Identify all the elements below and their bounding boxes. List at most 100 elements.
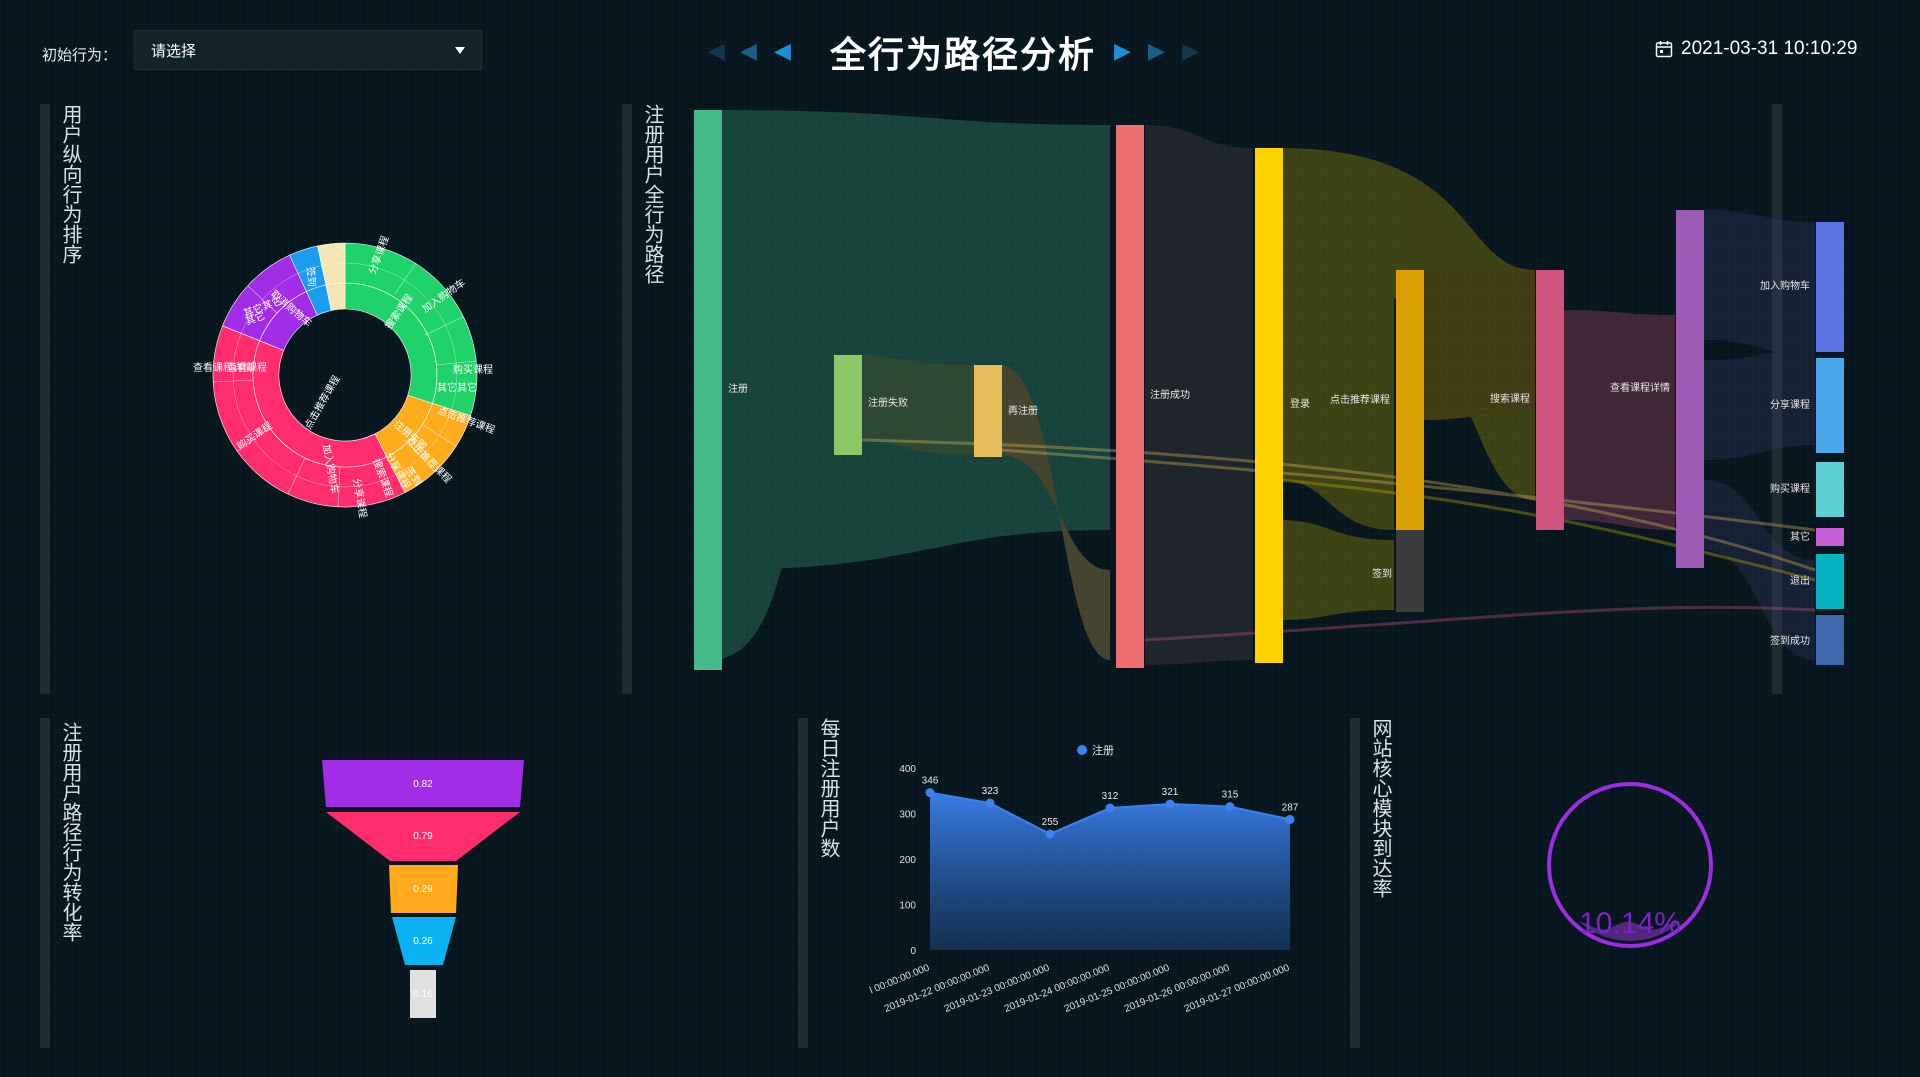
right-arrow-icon-2: ▶ xyxy=(1148,38,1165,63)
sunburst-label: 查看课程 xyxy=(227,361,267,374)
gauge-value: 10.14% xyxy=(1579,907,1681,940)
sankey-link xyxy=(1000,365,1110,660)
funnel-stage-3 xyxy=(389,865,458,913)
sankey-node-login xyxy=(1255,148,1283,663)
initial-behavior-select[interactable]: 请选择 xyxy=(134,30,482,70)
y-tick-label: 400 xyxy=(899,764,916,775)
sankey-label: 签到成功 xyxy=(1770,634,1810,647)
sankey-label: 其它 xyxy=(1790,530,1810,543)
sankey-node-click-recommend xyxy=(1396,270,1424,530)
sankey-label: 签到 xyxy=(1372,567,1392,580)
filter-label: 初始行为： xyxy=(42,47,118,64)
sankey-node-add-cart xyxy=(1816,222,1844,352)
gauge-ring xyxy=(1547,782,1713,948)
x-tick-label: 2019-01-27 00:00:00.000 xyxy=(1183,962,1292,1014)
sunburst-label: 点击推荐课程 xyxy=(301,373,342,431)
sankey-node-share xyxy=(1816,358,1844,453)
data-point[interactable] xyxy=(1165,799,1175,809)
data-label: 312 xyxy=(1102,791,1119,802)
x-tick-label: 2019-01-24 00:00:00.000 xyxy=(1003,962,1112,1014)
sankey-node-re-register xyxy=(974,365,1002,457)
sankey-link xyxy=(710,355,834,660)
y-tick-label: 100 xyxy=(899,901,916,912)
data-label: 315 xyxy=(1222,790,1239,801)
sankey-label: 注册 xyxy=(728,382,748,395)
funnel-stage-2 xyxy=(326,812,520,861)
left-arrow-icon-1: ◀ xyxy=(708,38,725,63)
sankey-node-checkin-success xyxy=(1816,615,1844,665)
data-point[interactable] xyxy=(985,798,995,808)
funnel-value: 0.79 xyxy=(413,831,433,842)
sankey-label: 退出 xyxy=(1790,574,1810,587)
sankey-link-thin xyxy=(1279,478,1816,582)
left-arrow-icon-2: ◀ xyxy=(740,38,757,63)
x-tick-label: 2019-01-26 00:00:00.000 xyxy=(1123,962,1232,1014)
select-value: 请选择 xyxy=(151,42,197,60)
chevron-down-icon xyxy=(455,46,465,54)
panel-bar-funnel xyxy=(40,718,50,1048)
x-tick-label: 2019-01-23 00:00:00.000 xyxy=(943,962,1052,1014)
sankey-label: 加入购物车 xyxy=(1760,279,1810,292)
panel-title-sankey: 注册用户全行为路径 xyxy=(641,104,663,284)
sankey-label: 购买课程 xyxy=(1770,482,1810,495)
left-arrow-icon-3: ◀ xyxy=(774,38,791,63)
panel-title-funnel: 注册用户路径行为转化率 xyxy=(59,722,81,942)
reach-rate-gauge: 10.14% xyxy=(1547,782,1713,948)
funnel-stage-5 xyxy=(410,970,436,1018)
sunburst-label: 查看课程详情 xyxy=(193,361,253,374)
y-tick-label: 300 xyxy=(899,810,916,821)
sankey-node-register-success xyxy=(1116,125,1144,668)
sankey-label: 注册失败 xyxy=(868,396,908,409)
data-label: 287 xyxy=(1282,802,1299,813)
sankey-label: 查看课程详情 xyxy=(1610,381,1670,394)
sankey-label: 登录 xyxy=(1290,397,1310,410)
panel-bar-line xyxy=(798,718,808,1048)
sankey-link xyxy=(1280,148,1394,530)
funnel-value: 0.29 xyxy=(413,884,433,895)
data-label: 346 xyxy=(922,776,939,787)
funnel-value: 0.26 xyxy=(413,936,433,947)
sankey-node-purchase xyxy=(1816,462,1844,517)
data-point[interactable] xyxy=(1105,803,1115,813)
sankey-node-exit xyxy=(1816,554,1844,609)
sankey-node-other xyxy=(1816,528,1844,546)
sankey-label: 注册成功 xyxy=(1150,388,1190,401)
panel-bar-sankey xyxy=(622,104,632,694)
data-label: 255 xyxy=(1042,817,1059,828)
sankey-link xyxy=(1422,270,1535,420)
sankey-link xyxy=(1704,480,1815,660)
y-tick-label: 0 xyxy=(910,946,916,957)
x-tick-label: 2019-01-22 00:00:00.000 xyxy=(883,962,992,1014)
sankey-node-search xyxy=(1536,270,1564,530)
panel-bar-sunburst xyxy=(40,104,50,694)
panel-title-gauge: 网站核心模块到达率 xyxy=(1369,718,1391,898)
funnel-stage-1 xyxy=(322,760,524,807)
sankey-link xyxy=(710,110,1110,570)
data-point[interactable] xyxy=(1225,802,1235,812)
sunburst-label: 签到 xyxy=(304,266,319,287)
x-tick-label: 2019-01-25 00:00:00.000 xyxy=(1063,962,1172,1014)
sankey-link xyxy=(860,355,974,455)
datetime-display: 2021-03-31 10:10:29 xyxy=(1655,38,1857,60)
calendar-icon xyxy=(1655,41,1673,58)
funnel-chart[interactable]: 0.82 0.79 0.29 0.26 0.16 xyxy=(310,755,540,1025)
sunburst-outer-red xyxy=(212,325,406,508)
sankey-label: 分享课程 xyxy=(1770,398,1810,411)
panel-title-sunburst: 用户纵向行为排序 xyxy=(59,104,81,264)
sankey-chart[interactable]: 注册 注册失败 再注册 注册成功 登录 点击推荐课程 签到 搜索课程 查看课程详… xyxy=(680,100,1860,680)
legend-label: 注册 xyxy=(1092,743,1114,757)
right-arrow-icon-1: ▶ xyxy=(1114,38,1131,63)
sankey-link xyxy=(1564,310,1675,530)
page-title: 全行为路径分析 xyxy=(830,34,1097,75)
data-point[interactable] xyxy=(1285,814,1295,824)
sankey-link xyxy=(1280,148,1535,500)
funnel-stage-4 xyxy=(392,917,456,965)
data-point[interactable] xyxy=(925,788,935,798)
panel-bar-gauge xyxy=(1350,718,1360,1048)
data-point[interactable] xyxy=(1045,829,1055,839)
sankey-node-course-detail xyxy=(1676,210,1704,568)
legend-marker xyxy=(1077,745,1087,755)
sunburst-chart[interactable]: 分享课程 加入购物车 搜索课程 购买课程 其它其它 点击推荐课程 注册失败 点击… xyxy=(160,220,530,520)
sankey-label: 点击推荐课程 xyxy=(1330,393,1390,406)
